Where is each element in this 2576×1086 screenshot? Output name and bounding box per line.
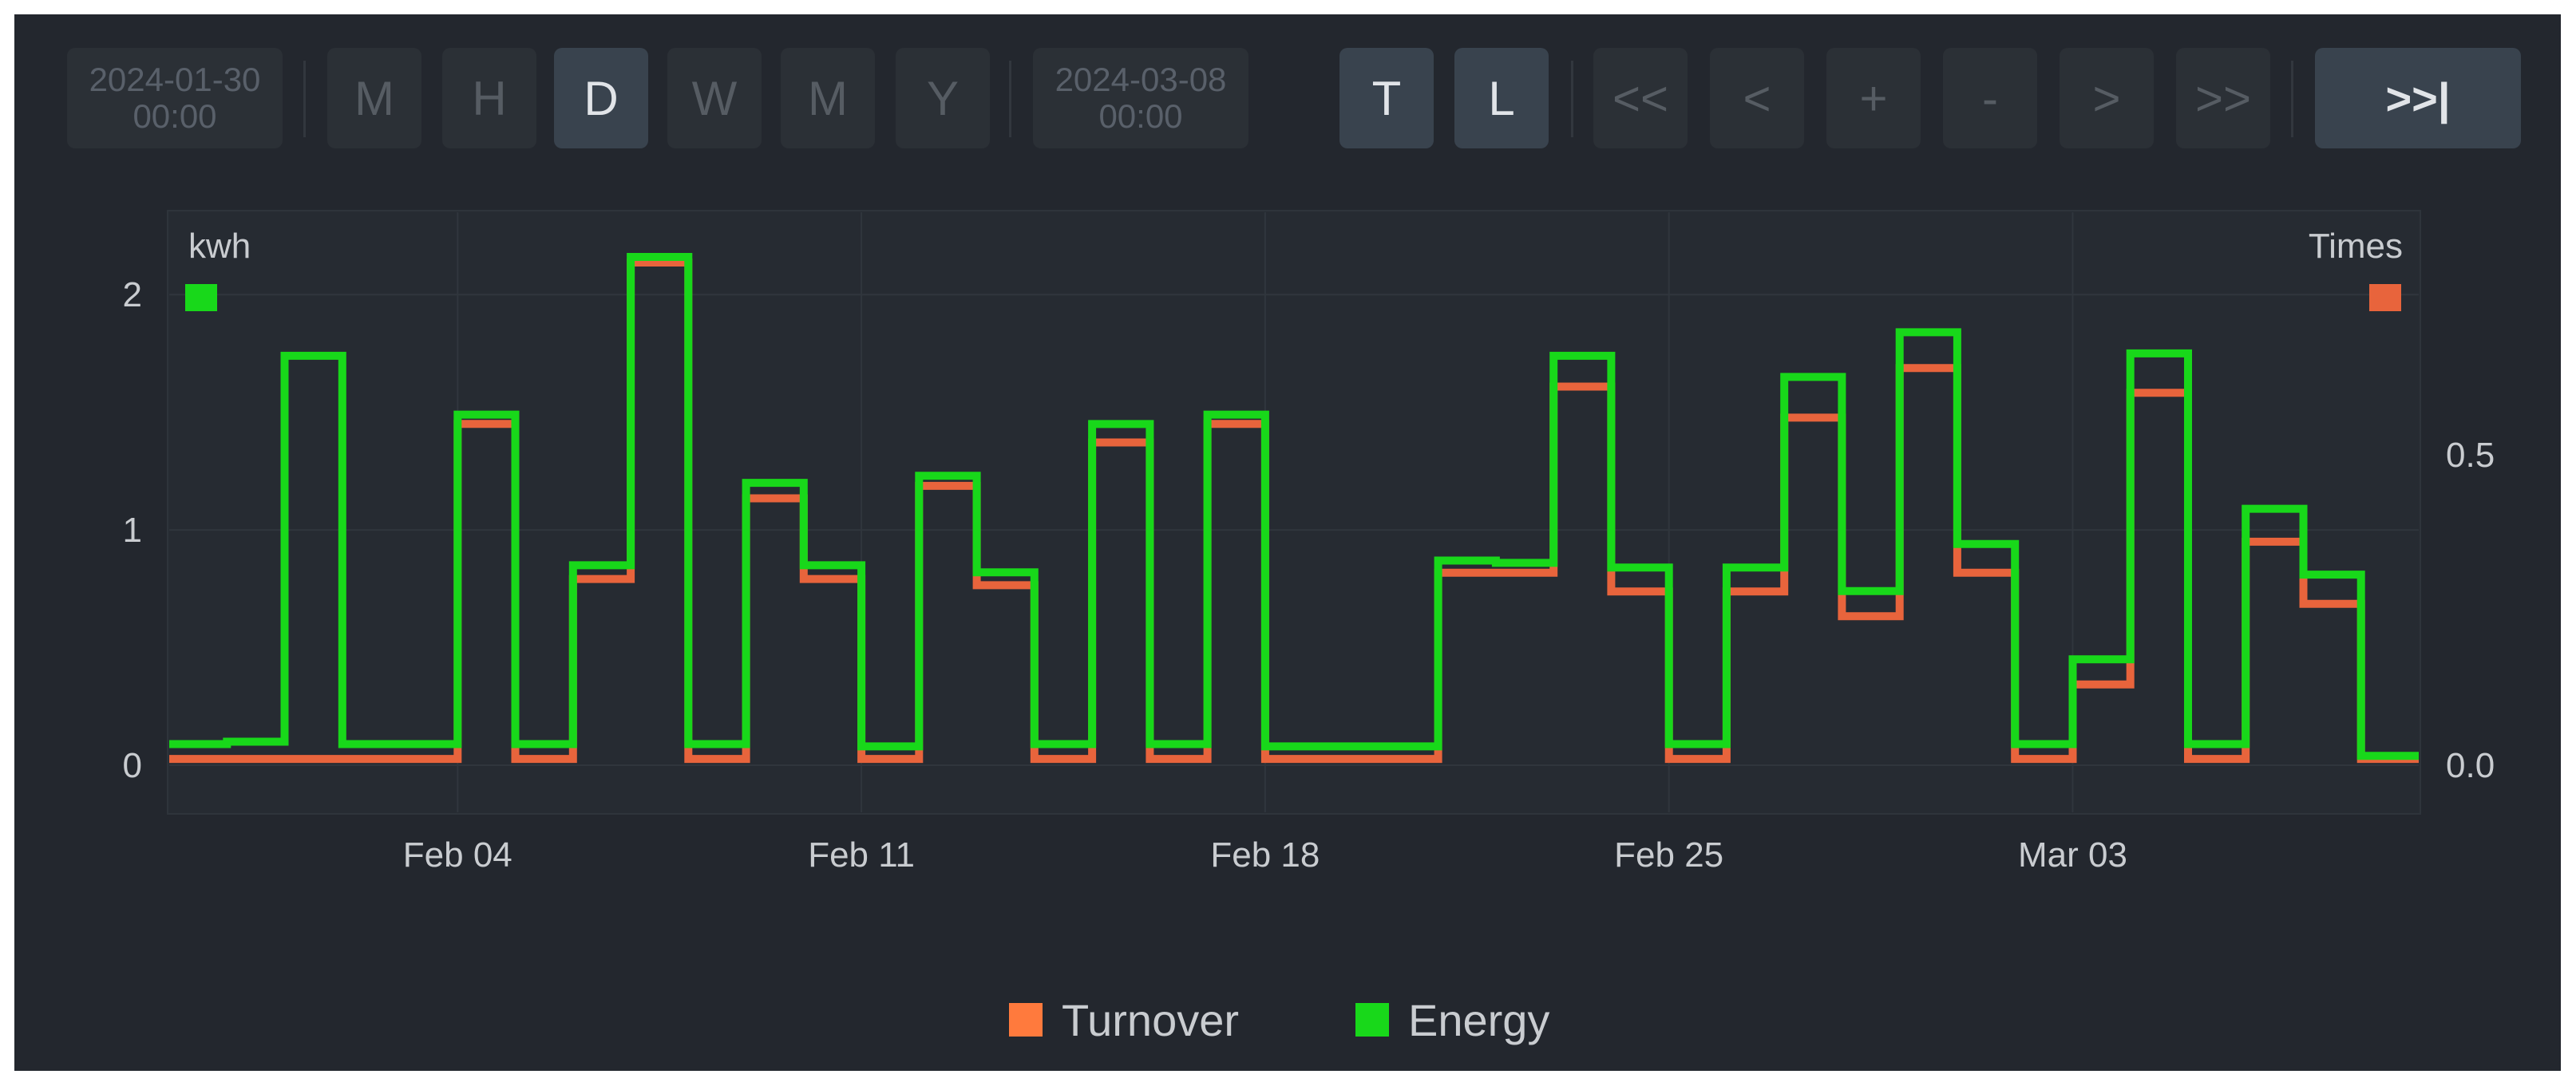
plot-area bbox=[167, 210, 2421, 815]
zoom-in-button[interactable]: + bbox=[1826, 48, 1921, 148]
left-axis-tick-label: 1 bbox=[123, 511, 142, 550]
period-minute-label: M bbox=[354, 71, 394, 125]
nav-next-button[interactable]: > bbox=[2060, 48, 2154, 148]
period-month-label: M bbox=[808, 71, 848, 125]
nav-prev-button[interactable]: < bbox=[1710, 48, 1804, 148]
right-axis-color-marker bbox=[2369, 284, 2401, 311]
energy-toggle-button[interactable]: L bbox=[1454, 48, 1549, 148]
nav-first-label: << bbox=[1612, 71, 1669, 125]
period-hour-button[interactable]: H bbox=[442, 48, 536, 148]
period-day-label: D bbox=[584, 71, 619, 125]
toolbar-divider bbox=[1009, 61, 1011, 137]
right-axis-tick-label: 0.5 bbox=[2446, 436, 2495, 475]
right-axis-tick-label: 0.0 bbox=[2446, 746, 2495, 785]
start-time-label: 00:00 bbox=[133, 97, 217, 135]
series-line-energy bbox=[169, 253, 2419, 760]
legend-item-energy[interactable]: Energy bbox=[1355, 992, 1549, 1048]
nav-last-label: >> bbox=[2194, 71, 2252, 125]
turnover-legend-label: Turnover bbox=[1062, 994, 1240, 1045]
period-year-label: Y bbox=[926, 71, 960, 125]
turnover-toggle-label: T bbox=[1371, 71, 1402, 125]
end-date-label: 2024-03-08 bbox=[1055, 61, 1227, 98]
left-axis-color-marker bbox=[185, 284, 217, 311]
period-week-label: W bbox=[691, 71, 738, 125]
toolbar-divider bbox=[2291, 61, 2293, 137]
period-week-button[interactable]: W bbox=[667, 48, 762, 148]
energy-toggle-label: L bbox=[1488, 71, 1515, 125]
x-axis-tick-label: Feb 25 bbox=[1614, 835, 1723, 875]
chart-panel: 2024-01-30 00:00 M H D W M Y 2024-03-08 … bbox=[14, 14, 2561, 1071]
nav-prev-label: < bbox=[1743, 71, 1771, 125]
jump-to-now-label: >>| bbox=[2385, 73, 2451, 124]
period-minute-button[interactable]: M bbox=[327, 48, 421, 148]
legend-item-turnover[interactable]: Turnover bbox=[1009, 992, 1239, 1048]
zoom-out-button[interactable]: - bbox=[1943, 48, 2037, 148]
axis-labels: kwh Times 0 1 2 0.0 0.5 Feb 04 Feb 11 Feb 18 Feb… bbox=[123, 227, 2495, 875]
nav-last-button[interactable]: >> bbox=[2176, 48, 2270, 148]
end-date-button[interactable]: 2024-03-08 00:00 bbox=[1033, 48, 1248, 148]
period-year-button[interactable]: Y bbox=[896, 48, 990, 148]
start-date-button[interactable]: 2024-01-30 00:00 bbox=[67, 48, 283, 148]
toolbar-divider bbox=[1571, 61, 1573, 137]
toolbar-divider bbox=[303, 61, 306, 137]
x-axis-tick-label: Feb 11 bbox=[808, 835, 915, 875]
period-hour-label: H bbox=[472, 71, 507, 125]
left-axis-tick-label: 2 bbox=[123, 275, 142, 314]
nav-first-button[interactable]: << bbox=[1593, 48, 1688, 148]
left-axis-tick-label: 0 bbox=[123, 746, 142, 785]
x-axis-tick-label: Feb 18 bbox=[1210, 835, 1320, 875]
start-date-label: 2024-01-30 bbox=[89, 61, 261, 98]
left-axis-title: kwh bbox=[188, 227, 251, 266]
jump-to-now-button[interactable]: >>| bbox=[2315, 48, 2521, 148]
turnover-swatch bbox=[1009, 1003, 1043, 1037]
turnover-toggle-button[interactable]: T bbox=[1339, 48, 1434, 148]
energy-legend-label: Energy bbox=[1408, 994, 1550, 1045]
x-axis-tick-label: Feb 04 bbox=[403, 835, 512, 875]
series-layer bbox=[169, 253, 2419, 764]
right-axis-title: Times bbox=[2309, 227, 2403, 266]
period-day-button[interactable]: D bbox=[554, 48, 648, 148]
energy-swatch bbox=[1355, 1003, 1389, 1037]
zoom-in-label: + bbox=[1859, 71, 1888, 125]
end-time-label: 00:00 bbox=[1098, 97, 1183, 135]
energy-turnover-chart: kwh Times 0 1 2 0.0 0.5 Feb 04 Feb 11 Feb 18 Feb… bbox=[123, 210, 2495, 875]
period-month-button[interactable]: M bbox=[781, 48, 875, 148]
x-axis-tick-label: Mar 03 bbox=[2018, 835, 2127, 875]
nav-next-label: > bbox=[2092, 71, 2121, 125]
zoom-out-label: - bbox=[1982, 71, 1998, 125]
